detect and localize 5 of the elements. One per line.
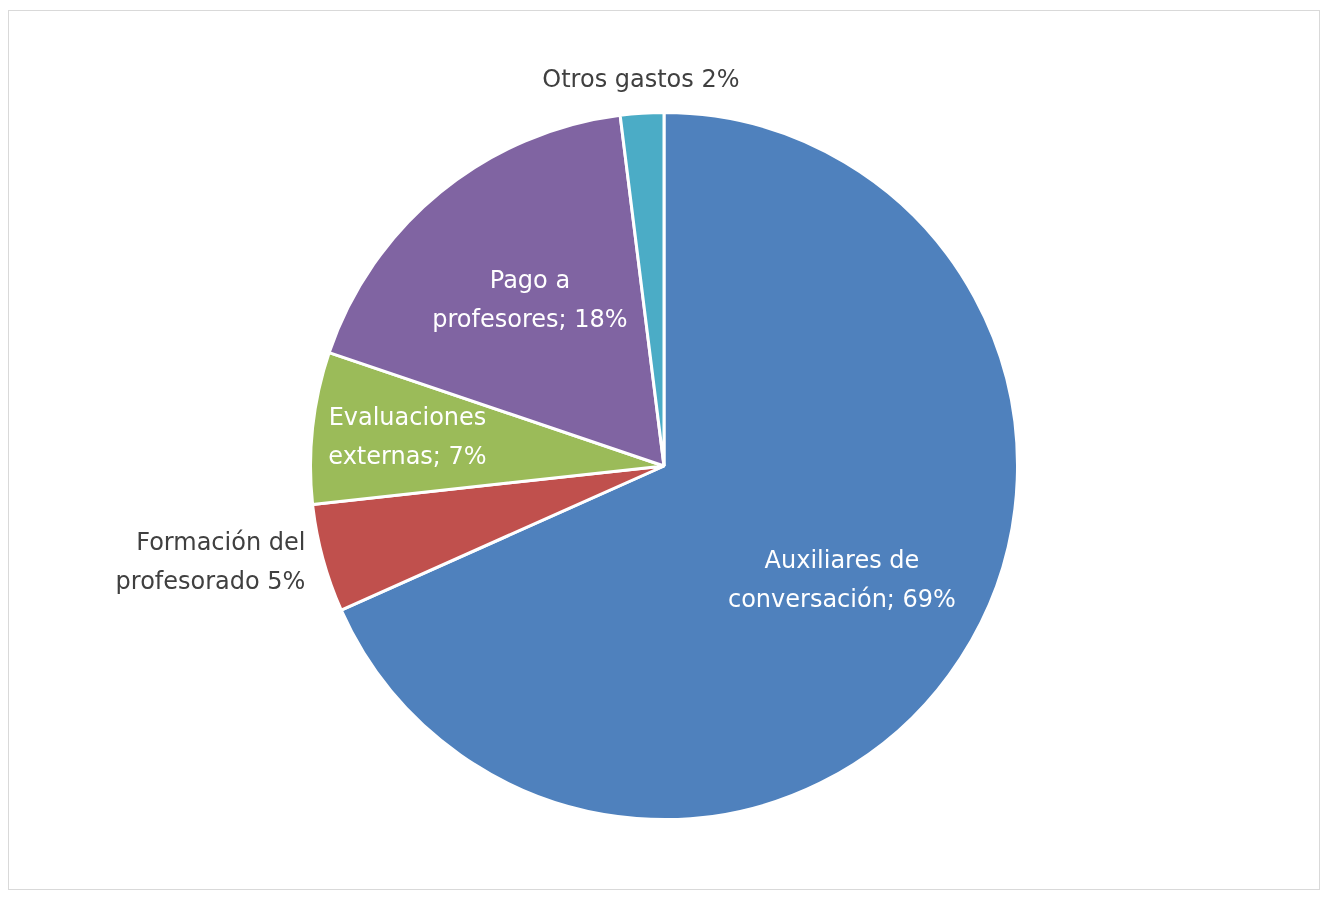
slice-label: Pago a profesores; 18% [432, 266, 628, 334]
slice-label: Auxiliares de conversación; 69% [727, 546, 956, 614]
slice-label: Evaluaciones externas; 7% [328, 402, 487, 470]
slice-label: Formación del profesorado 5% [115, 527, 306, 595]
slice-label: Otros gastos 2% [542, 65, 740, 94]
